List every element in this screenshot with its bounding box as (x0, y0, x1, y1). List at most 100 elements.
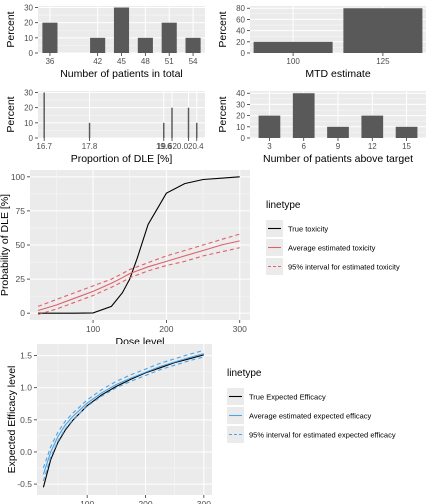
series-line-2 (42, 353, 204, 475)
panel-3: 0 10 20 30 16.7 17.8 19.619.620.020.4 Proportio… (5, 89, 205, 165)
legend-label: 95% interval for estimated expected effi… (249, 431, 396, 440)
x-tick-label: 42 (93, 57, 102, 66)
legend-title: linetype (227, 368, 262, 379)
bar (253, 41, 333, 53)
y-tick-label: 0.0 (20, 447, 32, 457)
panel-2: 0 20 40 60 80 100 125 MTD estimate Percent (217, 4, 426, 80)
legend-label: Average estimated expected efficacy (249, 412, 372, 421)
x-tick-label: 12 (368, 142, 377, 151)
x-tick-label: 300 (233, 324, 247, 334)
bar (171, 107, 173, 138)
x-axis-label: Number of patients above target (263, 153, 413, 165)
bar (163, 122, 165, 138)
y-tick-label: 1.0 (20, 383, 32, 393)
x-tick-label: 3 (267, 142, 272, 151)
y-axis-label: Percent (217, 11, 229, 47)
bar (343, 8, 423, 54)
y-axis-label: Percent (5, 96, 17, 132)
y-tick-label: 75 (16, 206, 26, 216)
bar (42, 22, 58, 53)
legend-label: Average estimated toxicity (288, 244, 376, 253)
x-tick-label: 19.620.020.4 (157, 142, 204, 151)
y-tick-label: -0.5 (17, 479, 32, 489)
series-layer (42, 349, 204, 488)
bar (327, 126, 349, 138)
x-axis-label: MTD estimate (305, 68, 371, 80)
y-tick-label: 0 (29, 49, 34, 58)
x-tick-label: 16.7 (36, 142, 52, 151)
panel-4: 0 10 20 30 40 3 6 9 12 15 Number of patients above… (217, 89, 426, 165)
y-tick-label: 30 (236, 100, 245, 109)
x-tick-label: 200 (159, 324, 173, 334)
y-axis-label: Percent (5, 11, 17, 47)
x-tick-label: 100 (286, 57, 300, 66)
y-tick-label: 30 (24, 4, 33, 13)
bar (161, 22, 177, 53)
x-tick-label: 51 (165, 57, 174, 66)
series-line-2 (37, 240, 240, 312)
series-line-1 (42, 354, 204, 488)
y-tick-label: 20 (236, 112, 245, 121)
bar (196, 122, 198, 138)
y-tick-label: 10 (24, 34, 33, 43)
y-axis-label: Expected Efficacy level (6, 366, 18, 474)
bar (137, 37, 153, 53)
series-line-1 (38, 176, 240, 314)
legend-label: 95% interval for estimated toxicity (288, 263, 400, 272)
bar (395, 126, 418, 138)
legend: linetype True Expected Efficacy Average es… (227, 368, 396, 443)
y-tick-label: 100 (11, 172, 25, 182)
x-tick-label: 300 (197, 499, 211, 504)
panel-1: 0 10 20 30 36 42 45 48 51 54 Number of patients in… (5, 4, 205, 80)
bar (258, 115, 281, 138)
legend-title: linetype (266, 200, 301, 211)
y-tick-label: 30 (24, 89, 33, 98)
bar (185, 37, 201, 53)
series-line-3 (42, 349, 204, 469)
x-tick-label: 15 (402, 142, 411, 151)
bar (292, 93, 315, 138)
y-tick-label: 10 (24, 119, 33, 128)
y-tick-label: 0 (241, 134, 246, 143)
x-tick-label: 48 (141, 57, 150, 66)
plot-background (38, 91, 205, 138)
x-tick-label: 17.8 (82, 142, 98, 151)
legend: linetype True toxicity Average estimated t… (266, 200, 400, 275)
y-tick-label: 60 (236, 15, 245, 24)
bar (361, 115, 384, 138)
y-axis-label: Probability of DLE [%] (0, 194, 11, 296)
legend-label: True toxicity (288, 225, 328, 234)
y-tick-label: 40 (236, 27, 245, 36)
y-tick-label: 40 (236, 89, 245, 98)
bar (187, 107, 190, 138)
legend-label: True Expected Efficacy (249, 393, 326, 402)
y-axis-label: Percent (217, 96, 229, 132)
bar (90, 37, 106, 53)
x-tick-label: 100 (86, 324, 100, 334)
y-tick-label: 0 (241, 49, 246, 58)
x-tick-label: 9 (336, 142, 341, 151)
y-tick-label: 25 (16, 274, 26, 284)
y-tick-label: 0.5 (20, 415, 32, 425)
bar (113, 7, 130, 54)
panel-6: -0.50.00.51.01.5100200300Dose levelExpec… (6, 344, 396, 504)
x-tick-label: 19.6 (156, 142, 172, 151)
series-line-4 (42, 356, 204, 482)
y-tick-label: 0 (29, 134, 34, 143)
x-tick-label: 200 (138, 499, 152, 504)
x-tick-label: 100 (80, 499, 94, 504)
x-axis-label: Proportion of DLE [%] (71, 153, 173, 165)
y-tick-label: 1.5 (20, 351, 32, 361)
y-tick-label: 80 (236, 4, 245, 13)
y-tick-label: 10 (236, 123, 245, 132)
y-tick-label: 50 (16, 240, 26, 250)
x-tick-label: 125 (376, 57, 390, 66)
y-tick-label: 20 (24, 19, 33, 28)
x-axis-label: Number of patients in total (60, 68, 183, 80)
x-tick-label: 6 (301, 142, 306, 151)
x-tick-label: 45 (117, 57, 126, 66)
series-layer (37, 176, 240, 316)
y-tick-label: 20 (236, 38, 245, 47)
